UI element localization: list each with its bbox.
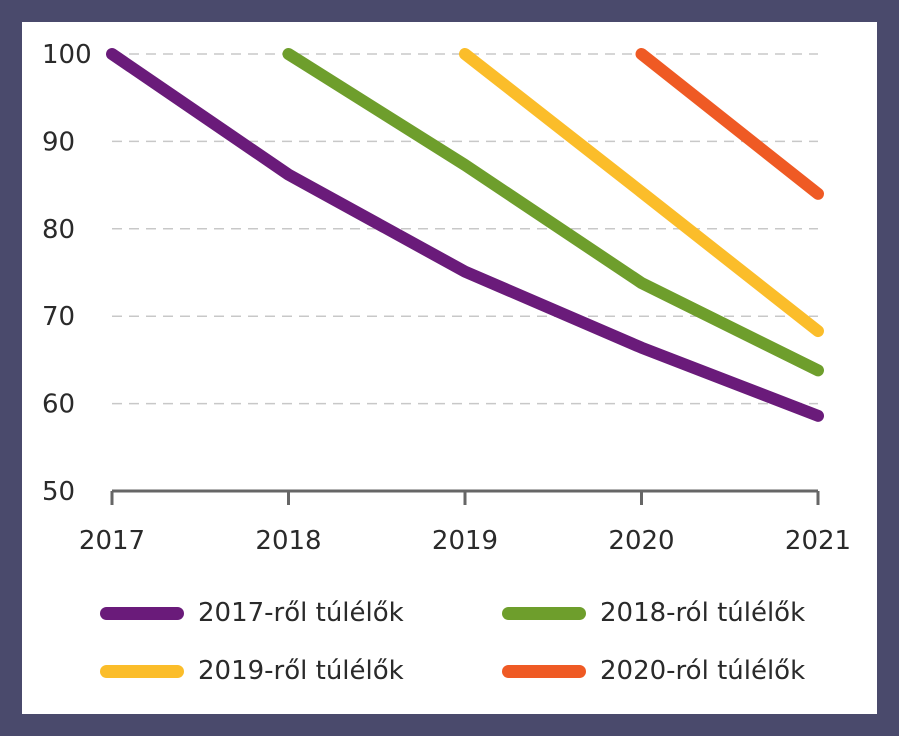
y-tick-label: 80 (42, 215, 75, 245)
series-line-2 (459, 48, 824, 338)
y-tick-label: 50 (42, 477, 75, 507)
y-tick-labels: 50 60 70 80 90 100 (42, 40, 92, 507)
line-chart: 50 60 70 80 90 100 2017 2018 2019 2020 2021 (42, 40, 851, 556)
x-tick-label: 2018 (255, 526, 321, 556)
legend-swatch (100, 606, 184, 620)
legend-item-2020: 2020-ról túlélők (502, 656, 805, 686)
legend-item-2017: 2017-ről túlélők (100, 598, 404, 628)
series-line-0 (106, 48, 824, 422)
series-line-1 (282, 48, 824, 377)
axes (110, 489, 820, 505)
legend-label: 2020-ról túlélők (600, 656, 806, 686)
y-tick-label: 60 (42, 390, 75, 420)
legend-label: 2018-ról túlélők (600, 598, 806, 628)
y-tick-label: 100 (42, 40, 92, 70)
x-tick-labels: 2017 2018 2019 2020 2021 (79, 526, 851, 556)
legend-item-2019: 2019-ről túlélők (100, 656, 404, 686)
y-tick-label: 70 (42, 302, 75, 332)
legend-swatch (502, 664, 586, 678)
y-tick-label: 90 (42, 127, 75, 157)
series-lines (106, 48, 824, 422)
legend-swatch (100, 664, 184, 678)
series-line-3 (635, 48, 824, 200)
x-tick-label: 2021 (785, 526, 851, 556)
chart-panel: 50 60 70 80 90 100 2017 2018 2019 2020 2021 2017-… (22, 22, 877, 714)
legend-item-2018: 2018-ról túlélők (502, 598, 805, 628)
legend-swatch (502, 606, 586, 620)
legend-label: 2017-ről túlélők (198, 598, 404, 628)
x-tick-label: 2020 (608, 526, 674, 556)
x-tick-label: 2019 (432, 526, 498, 556)
x-tick-label: 2017 (79, 526, 145, 556)
legend-label: 2019-ről túlélők (198, 656, 404, 686)
